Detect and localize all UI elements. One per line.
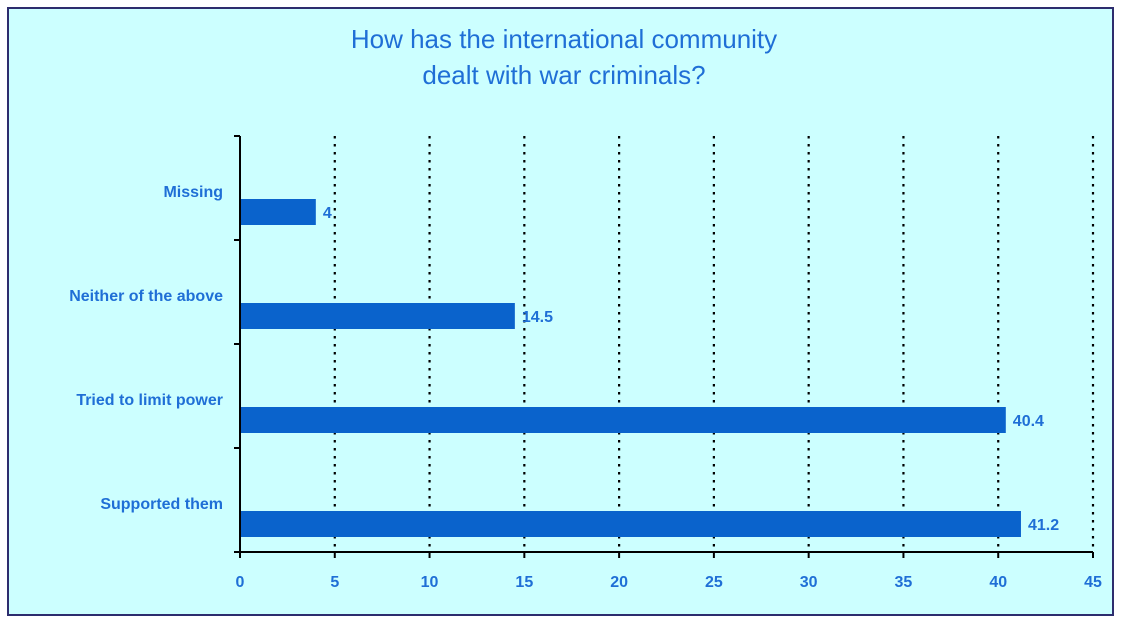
x-tick-label-7: 35 [895,574,913,591]
category-label-0: Missing [163,184,223,201]
data-label-2: 40.4 [1013,413,1044,430]
x-tick-label-1: 5 [330,574,339,591]
category-label-2: Tried to limit power [76,392,223,409]
data-label-3: 41.2 [1028,517,1059,534]
data-label-0: 4 [323,205,332,222]
grid-lines [333,136,1095,552]
x-tick-label-4: 20 [610,574,628,591]
category-label-3: Supported them [100,496,223,513]
bars [241,199,1021,537]
category-label-1: Neither of the above [69,288,223,305]
bar-2 [241,407,1006,433]
x-tick-label-5: 25 [705,574,723,591]
x-tick-label-3: 15 [515,574,533,591]
chart-title-line-2: dealt with war criminals? [422,60,705,90]
x-tick-label-6: 30 [800,574,818,591]
bar-3 [241,511,1021,537]
x-tick-label-0: 0 [236,574,245,591]
bar-1 [241,303,515,329]
labels: 4 Missing 14.5 Neither of the above 40.4 Trie… [69,184,1102,591]
data-label-1: 14.5 [522,309,553,326]
chart-title-line-1: How has the international community [351,24,777,54]
x-tick-label-8: 40 [989,574,1007,591]
x-tick-label-2: 10 [421,574,439,591]
x-tick-label-9: 45 [1084,574,1102,591]
axes [234,135,1094,558]
bar-0 [241,199,316,225]
